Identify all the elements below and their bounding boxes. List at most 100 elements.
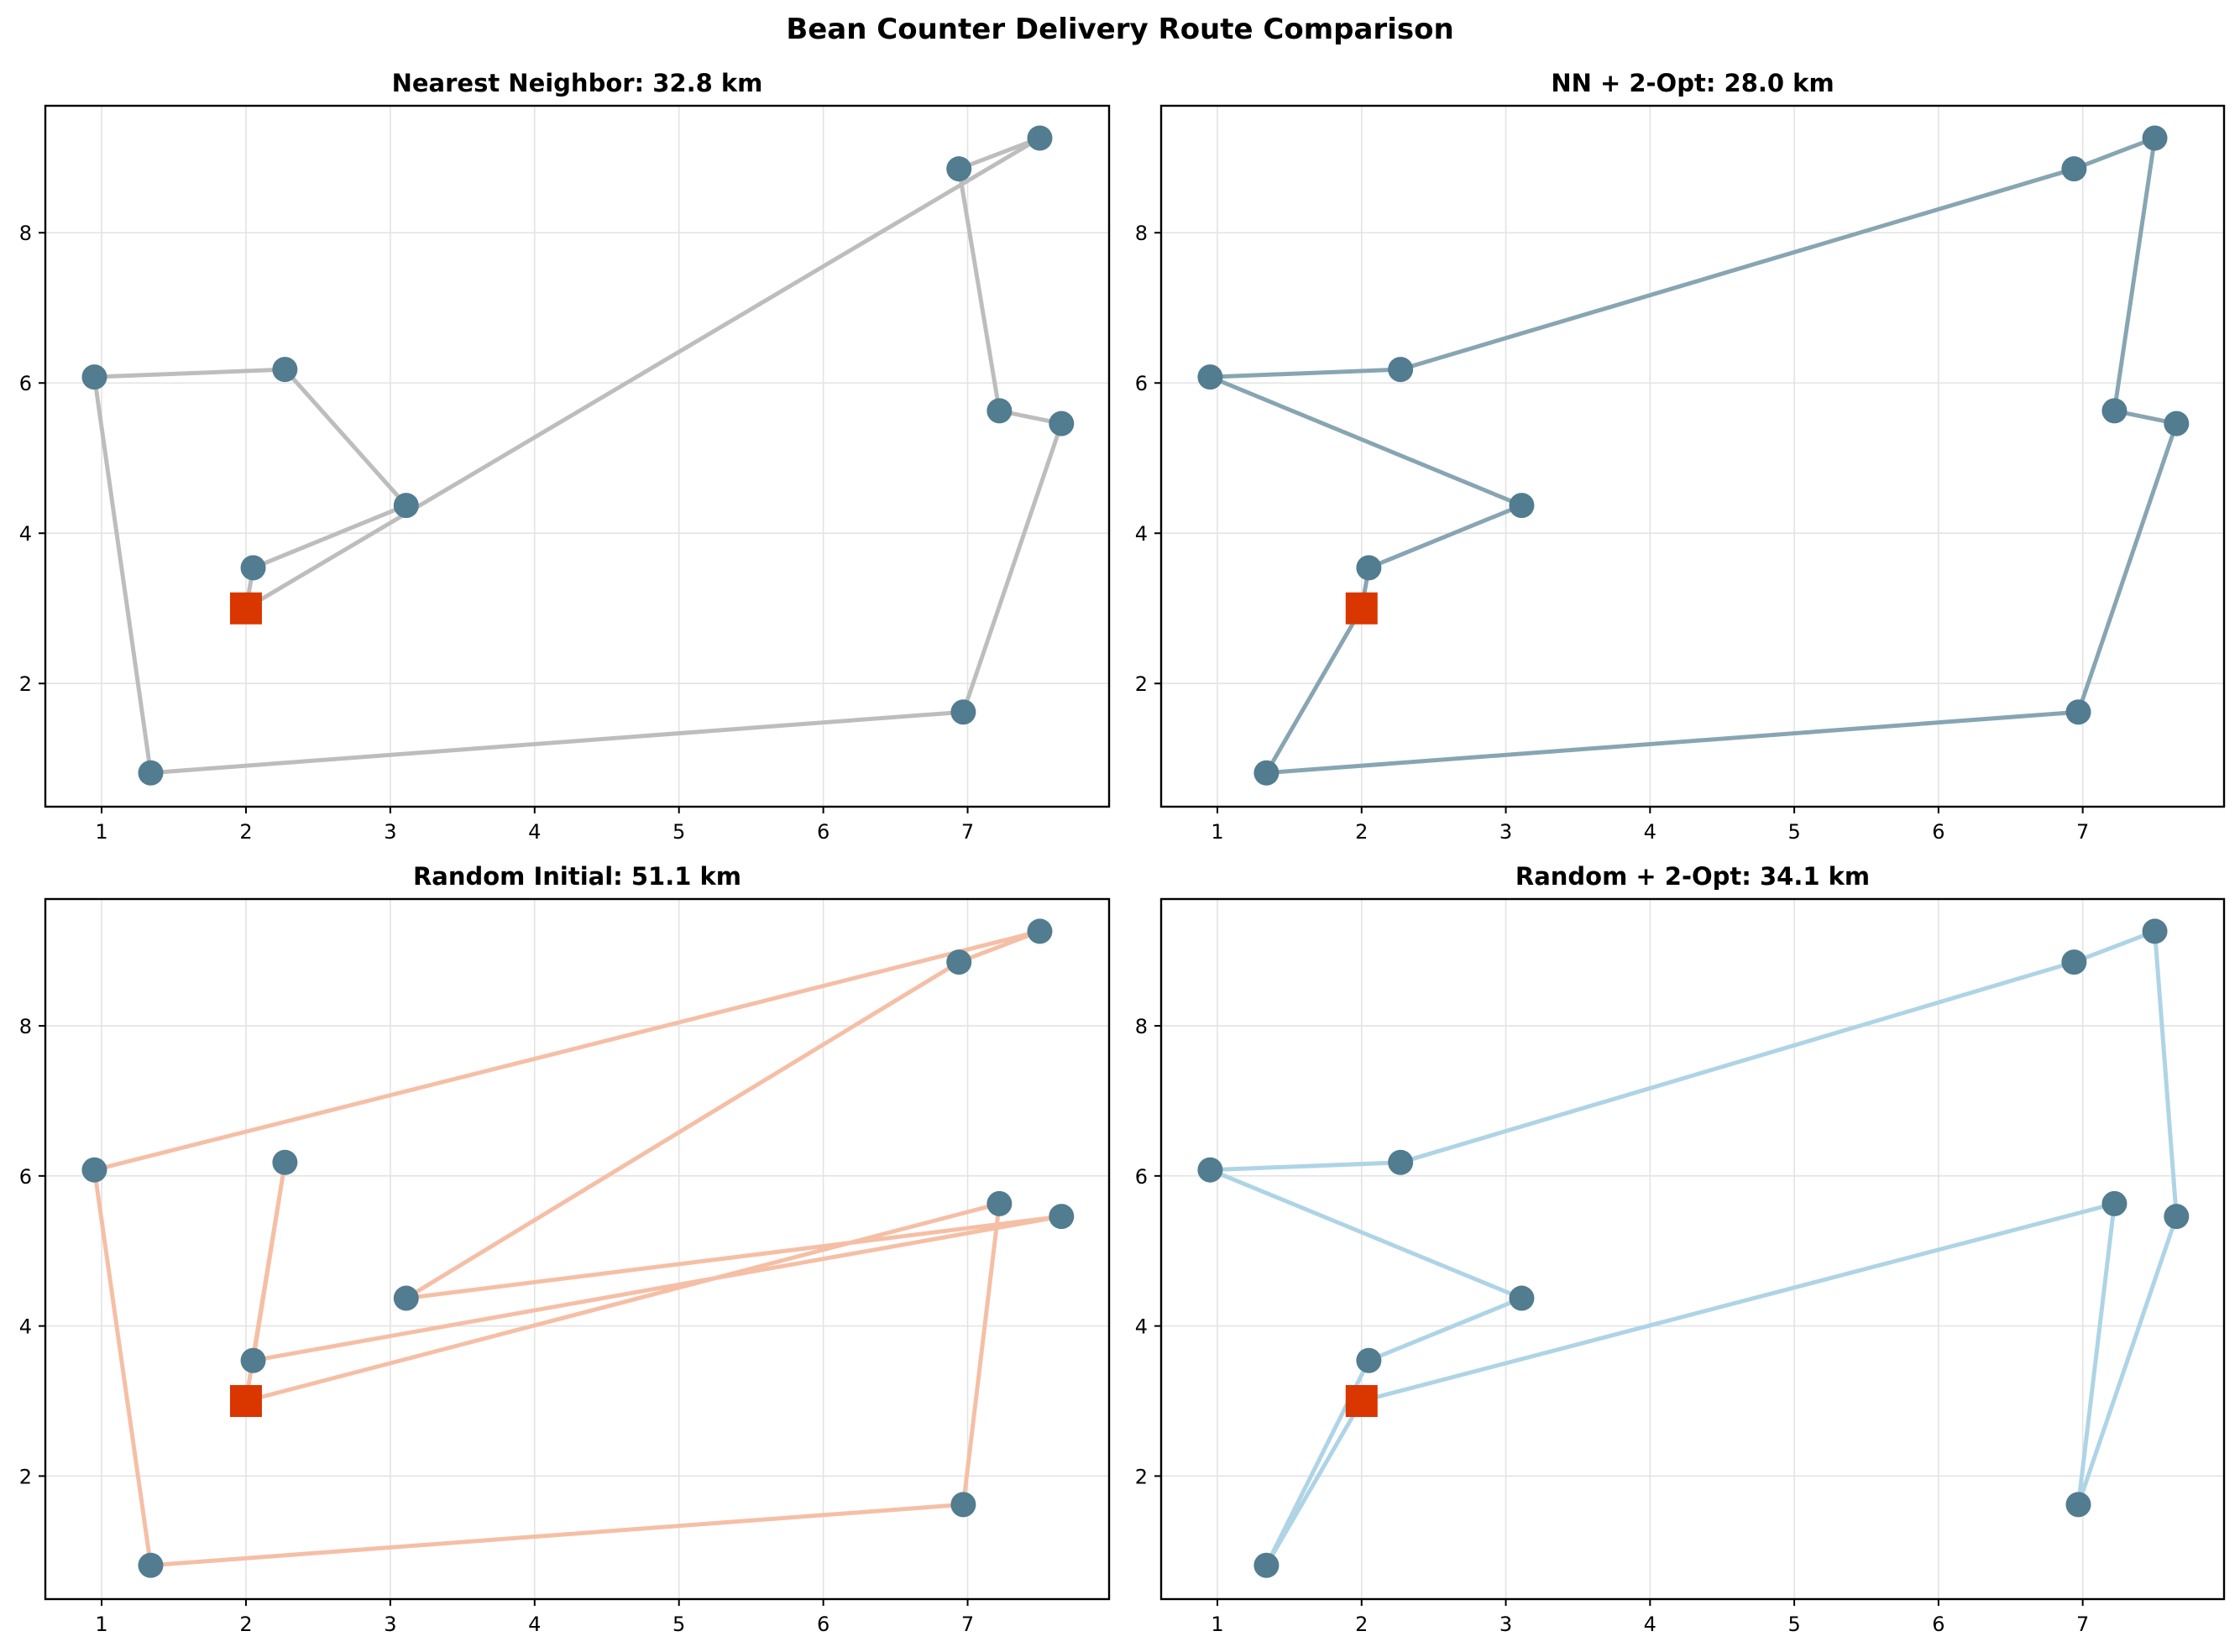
- delivery-stop-H: [987, 398, 1013, 424]
- subplot-1: Nearest Neighbor: 32.8 km 1 2 3 4 5 6 7 2 4 6 8: [19, 69, 1111, 844]
- y-tick-label: 2: [1135, 1465, 1148, 1488]
- y-tick-label: 8: [19, 222, 32, 245]
- delivery-stop-A: [1356, 555, 1382, 581]
- delivery-stop-F: [2065, 699, 2091, 725]
- delivery-stop-E: [138, 1552, 164, 1578]
- route-line: [92, 136, 1064, 776]
- x-tick-label: 6: [1932, 1613, 1944, 1636]
- y-tick-label: 4: [1135, 522, 1148, 546]
- delivery-stop-G: [1049, 1204, 1075, 1230]
- subplot-grid: Nearest Neighbor: 32.8 km 1 2 3 4 5 6 7 2 4 6 8 NN +…: [19, 69, 2226, 1636]
- delivery-stop-B: [393, 493, 419, 519]
- y-tick-label: 6: [19, 372, 32, 395]
- subplot-title: NN + 2-Opt: 28.0 km: [1551, 69, 1834, 97]
- delivery-stop-C: [272, 357, 298, 383]
- delivery-stop-F: [2065, 1492, 2091, 1518]
- y-tick-label: 4: [19, 1315, 32, 1339]
- delivery-stop-B: [1509, 1285, 1535, 1311]
- delivery-stop-D: [81, 1157, 107, 1183]
- subplot-title: Random + 2-Opt: 34.1 km: [1515, 862, 1870, 891]
- axes-frame: [44, 897, 1111, 1601]
- delivery-stop-D: [1197, 1157, 1223, 1183]
- delivery-stop-D: [1197, 364, 1223, 390]
- x-tick-label: 3: [384, 1613, 396, 1636]
- x-tick-label: 7: [961, 1613, 974, 1636]
- x-tick-label: 2: [239, 820, 252, 844]
- y-tick-label: 2: [1135, 672, 1148, 696]
- x-tick-label: 4: [1644, 1613, 1656, 1636]
- delivery-stop-H: [2101, 1190, 2127, 1216]
- delivery-stop-A: [1356, 1347, 1382, 1373]
- y-tick-label: 4: [19, 522, 32, 546]
- depot-marker: [229, 592, 262, 625]
- subplot-4: Random + 2-Opt: 34.1 km 1 2 3 4 5 6 7 2 4 6 8: [1135, 862, 2226, 1636]
- delivery-stop-E: [138, 760, 164, 786]
- y-tick-label: 2: [19, 1465, 32, 1488]
- x-tick-label: 1: [95, 1613, 107, 1636]
- depot-marker: [229, 1385, 262, 1418]
- delivery-stop-G: [2164, 1204, 2190, 1230]
- y-tick-label: 6: [1135, 372, 1148, 395]
- x-tick-label: 6: [817, 1613, 830, 1636]
- x-tick-label: 7: [961, 820, 974, 844]
- depot-marker: [1345, 592, 1378, 625]
- delivery-stop-F: [950, 1492, 976, 1518]
- x-tick-label: 2: [1355, 1613, 1368, 1636]
- delivery-stop-C: [272, 1149, 298, 1175]
- route-line: [92, 928, 1064, 1568]
- x-tick-label: 4: [1644, 820, 1656, 844]
- x-tick-label: 3: [384, 820, 396, 844]
- delivery-stop-I: [946, 949, 972, 975]
- x-tick-label: 7: [2076, 820, 2089, 844]
- delivery-stop-E: [1253, 1552, 1280, 1578]
- delivery-stop-I: [2061, 156, 2087, 182]
- axes-frame: [44, 104, 1111, 808]
- x-tick-label: 5: [1787, 1613, 1800, 1636]
- axes-frame: [1159, 104, 2226, 808]
- delivery-stop-C: [1388, 1149, 1414, 1175]
- delivery-stop-J: [1027, 125, 1053, 151]
- figure-title: Bean Counter Delivery Route Comparison: [786, 13, 1453, 46]
- x-tick-label: 6: [817, 820, 830, 844]
- x-tick-label: 1: [95, 820, 107, 844]
- delivery-stop-J: [1027, 918, 1053, 944]
- delivery-stop-H: [2101, 398, 2127, 424]
- delivery-stop-B: [393, 1285, 419, 1311]
- x-tick-label: 4: [528, 820, 541, 844]
- x-tick-label: 2: [239, 1613, 252, 1636]
- x-tick-label: 5: [673, 1613, 685, 1636]
- delivery-stop-I: [2061, 949, 2087, 975]
- axes-frame: [1159, 897, 2226, 1601]
- subplot-title: Random Initial: 51.1 km: [413, 862, 741, 891]
- route-line: [1207, 136, 2179, 776]
- subplot-title: Nearest Neighbor: 32.8 km: [392, 69, 763, 97]
- delivery-stop-J: [2142, 918, 2168, 944]
- subplot-2: NN + 2-Opt: 28.0 km 1 2 3 4 5 6 7 2 4 6 8: [1135, 69, 2226, 844]
- x-tick-label: 7: [2076, 1613, 2089, 1636]
- y-tick-label: 8: [1135, 222, 1148, 245]
- delivery-stop-F: [950, 699, 976, 725]
- x-tick-label: 6: [1932, 820, 1944, 844]
- y-tick-label: 2: [19, 672, 32, 696]
- delivery-stop-G: [2164, 410, 2190, 437]
- delivery-stop-G: [1049, 410, 1075, 437]
- delivery-stop-C: [1388, 357, 1414, 383]
- x-tick-label: 3: [1499, 1613, 1512, 1636]
- x-tick-label: 2: [1355, 820, 1368, 844]
- y-tick-label: 6: [19, 1165, 32, 1189]
- delivery-stop-D: [81, 364, 107, 390]
- depot-marker: [1345, 1385, 1378, 1418]
- x-tick-label: 4: [528, 1613, 541, 1636]
- x-tick-label: 5: [673, 820, 685, 844]
- delivery-stop-E: [1253, 760, 1280, 786]
- x-tick-label: 3: [1499, 820, 1512, 844]
- delivery-stop-B: [1509, 493, 1535, 519]
- subplot-3: Random Initial: 51.1 km 1 2 3 4 5 6 7 2 4 6 8: [19, 862, 1111, 1636]
- y-tick-label: 8: [1135, 1015, 1148, 1038]
- delivery-stop-J: [2142, 125, 2168, 151]
- delivery-stop-I: [946, 156, 972, 182]
- y-tick-label: 8: [19, 1015, 32, 1038]
- y-tick-label: 4: [1135, 1315, 1148, 1339]
